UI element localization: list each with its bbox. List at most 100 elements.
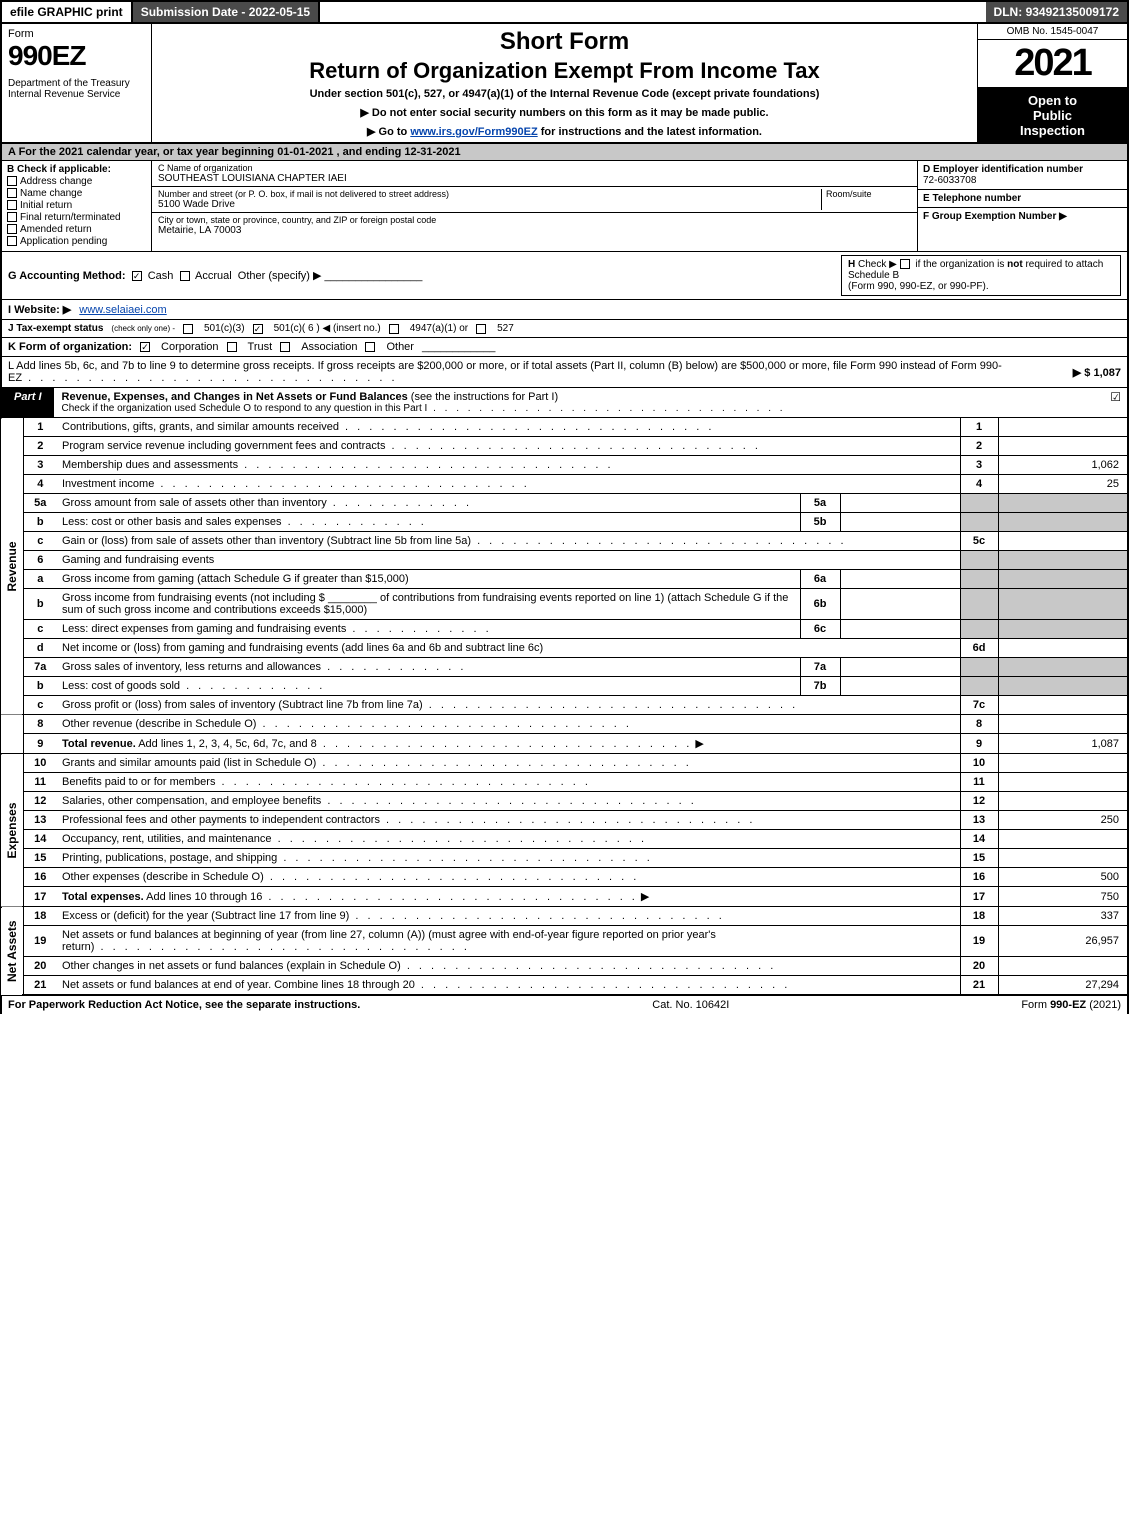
nc-3: 3 xyxy=(960,456,998,475)
efile-print[interactable]: efile GRAPHIC print xyxy=(2,2,133,22)
desc-10: Grants and similar amounts paid (list in… xyxy=(57,754,960,773)
chk-final-return[interactable]: Final return/terminated xyxy=(7,212,146,223)
form-header: Form 990EZ Department of the Treasury In… xyxy=(0,24,1129,144)
chk-accrual[interactable] xyxy=(180,271,190,281)
c-city-label: City or town, state or province, country… xyxy=(158,215,911,225)
g-label: G Accounting Method: xyxy=(8,270,126,282)
l-amount: ▶ $ 1,087 xyxy=(1073,366,1121,379)
note-ssn: ▶ Do not enter social security numbers o… xyxy=(160,106,969,119)
ln-6c: c xyxy=(23,620,57,639)
nc-16: 16 xyxy=(960,868,998,887)
col-c: C Name of organization SOUTHEAST LOUISIA… xyxy=(152,161,917,251)
info-grid: B Check if applicable: Address change Na… xyxy=(0,161,1129,252)
nc-17: 17 xyxy=(960,887,998,907)
nc-4: 4 xyxy=(960,475,998,494)
form-number: 990EZ xyxy=(8,40,145,72)
netassets-table: Net Assets 18 Excess or (deficit) for th… xyxy=(0,907,1129,996)
form-word: Form xyxy=(8,28,145,40)
footer-right: Form 990-EZ (2021) xyxy=(1021,999,1121,1011)
ln-17: 17 xyxy=(23,887,57,907)
k-assoc: Association xyxy=(301,341,357,353)
amt-18: 337 xyxy=(998,907,1128,926)
chk-other-org[interactable] xyxy=(365,342,375,352)
chk-4947[interactable] xyxy=(389,324,399,334)
row-a-calendar-year: A For the 2021 calendar year, or tax yea… xyxy=(0,144,1129,161)
c-name-label: C Name of organization xyxy=(158,163,911,173)
submission-date: Submission Date - 2022-05-15 xyxy=(133,2,320,22)
l-text: L Add lines 5b, 6c, and 7b to line 9 to … xyxy=(8,360,1065,384)
desc-14: Occupancy, rent, utilities, and maintena… xyxy=(57,830,960,849)
ln-10: 10 xyxy=(23,754,57,773)
desc-8: Other revenue (describe in Schedule O) xyxy=(57,715,960,734)
chk-address-change[interactable]: Address change xyxy=(7,176,146,187)
part1-schedule-o-check[interactable]: ☑ xyxy=(1104,388,1127,417)
expenses-table: Expenses 10 Grants and similar amounts p… xyxy=(0,754,1129,907)
amt-19: 26,957 xyxy=(998,926,1128,957)
note-website: ▶ Go to www.irs.gov/Form990EZ for instru… xyxy=(160,125,969,138)
desc-12: Salaries, other compensation, and employ… xyxy=(57,792,960,811)
nc-8: 8 xyxy=(960,715,998,734)
d-label: D Employer identification number xyxy=(923,164,1083,175)
chk-amended-return[interactable]: Amended return xyxy=(7,224,146,235)
ln-3: 3 xyxy=(23,456,57,475)
chk-application-pending[interactable]: Application pending xyxy=(7,236,146,247)
desc-21: Net assets or fund balances at end of ye… xyxy=(57,976,960,996)
h-label: H xyxy=(848,259,855,270)
desc-19: Net assets or fund balances at beginning… xyxy=(57,926,960,957)
sub-6a: 6a xyxy=(800,570,840,589)
footer-center: Cat. No. 10642I xyxy=(652,999,729,1011)
nc-10: 10 xyxy=(960,754,998,773)
h-schedule-b: H Check ▶ if the organization is not req… xyxy=(841,255,1121,296)
nc-7a-shade xyxy=(960,658,998,677)
nc-9: 9 xyxy=(960,734,998,754)
chk-name-change[interactable]: Name change xyxy=(7,188,146,199)
ln-6: 6 xyxy=(23,551,57,570)
nc-20: 20 xyxy=(960,957,998,976)
header-center: Short Form Return of Organization Exempt… xyxy=(152,24,977,142)
k-label: K Form of organization: xyxy=(8,341,132,353)
ln-5c: c xyxy=(23,532,57,551)
part1-sub: Check if the organization used Schedule … xyxy=(62,403,1097,414)
desc-9: Total revenue. Add lines 1, 2, 3, 4, 5c,… xyxy=(57,734,960,754)
amt-7a-shade xyxy=(998,658,1128,677)
chk-initial-return[interactable]: Initial return xyxy=(7,200,146,211)
e-label: E Telephone number xyxy=(923,193,1021,204)
amt-9: 1,087 xyxy=(998,734,1128,754)
omb-number: OMB No. 1545-0047 xyxy=(978,24,1127,40)
dln-value: 93492135009172 xyxy=(1026,5,1119,19)
subval-6b xyxy=(840,589,960,620)
chk-527[interactable] xyxy=(476,324,486,334)
chk-schedule-b[interactable] xyxy=(900,259,910,269)
nc-6-shade xyxy=(960,551,998,570)
amt-17: 750 xyxy=(998,887,1128,907)
chk-association[interactable] xyxy=(280,342,290,352)
nc-21: 21 xyxy=(960,976,998,996)
open-to-public: Open to Public Inspection xyxy=(978,88,1127,142)
subval-6a xyxy=(840,570,960,589)
ln-20: 20 xyxy=(23,957,57,976)
website-link[interactable]: www.selaiaei.com xyxy=(79,304,166,316)
org-city: Metairie, LA 70003 xyxy=(158,225,911,236)
ln-12: 12 xyxy=(23,792,57,811)
ln-16: 16 xyxy=(23,868,57,887)
chk-cash[interactable]: ✓ xyxy=(132,271,142,281)
section-netassets: Net Assets xyxy=(1,907,23,995)
chk-501c[interactable]: ✓ xyxy=(253,324,263,334)
desc-17: Total expenses. Add lines 10 through 16 … xyxy=(57,887,960,907)
row-j-tax-exempt: J Tax-exempt status (check only one) - 5… xyxy=(0,320,1129,338)
chk-501c3[interactable] xyxy=(183,324,193,334)
irs-link[interactable]: www.irs.gov/Form990EZ xyxy=(410,126,537,138)
desc-7b: Less: cost of goods sold xyxy=(57,677,800,696)
desc-15: Printing, publications, postage, and shi… xyxy=(57,849,960,868)
page-footer: For Paperwork Reduction Act Notice, see … xyxy=(0,996,1129,1014)
amt-3: 1,062 xyxy=(998,456,1128,475)
chk-corporation[interactable]: ✓ xyxy=(140,342,150,352)
part1-header: Part I Revenue, Expenses, and Changes in… xyxy=(0,388,1129,418)
j-4947: 4947(a)(1) or xyxy=(410,323,468,334)
desc-1: Contributions, gifts, grants, and simila… xyxy=(57,418,960,437)
chk-trust[interactable] xyxy=(227,342,237,352)
org-address: 5100 Wade Drive xyxy=(158,199,821,210)
section-revenue-cont xyxy=(1,715,23,754)
amt-4: 25 xyxy=(998,475,1128,494)
amt-5a-shade xyxy=(998,494,1128,513)
